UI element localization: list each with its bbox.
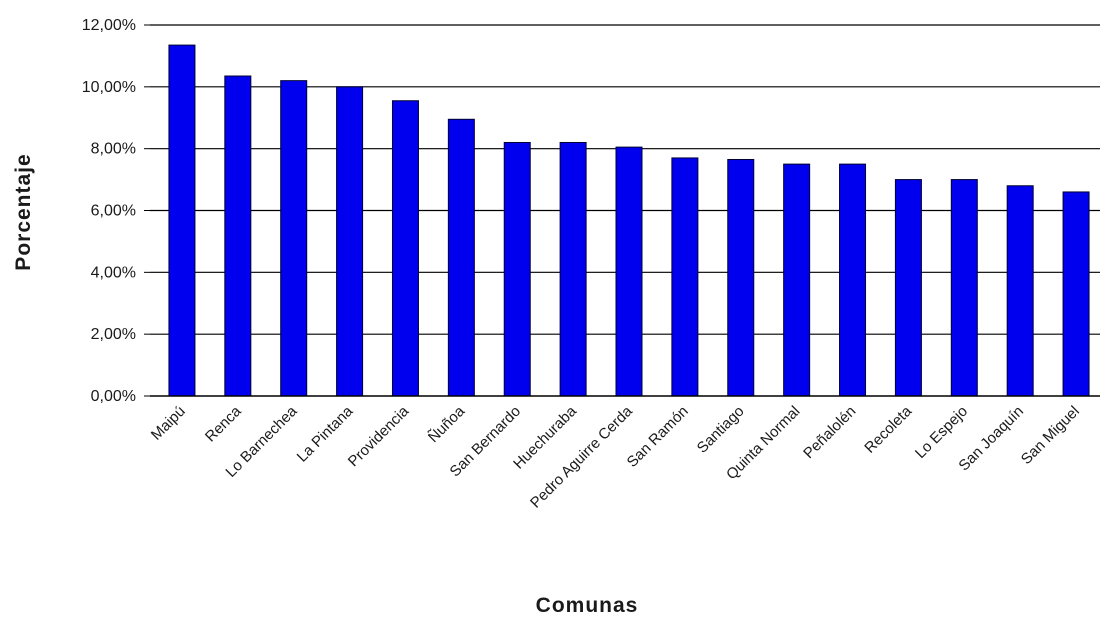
bar: [224, 75, 252, 397]
y-tick-label: 10,00%: [82, 79, 136, 96]
x-category-label: Santiago: [694, 403, 748, 457]
y-tick-label: 2,00%: [91, 326, 136, 343]
x-category-label: San Miguel: [1018, 403, 1083, 468]
x-category-label: Recoleta: [861, 402, 915, 456]
y-tick-label: 4,00%: [91, 264, 136, 281]
y-tick-label: 12,00%: [82, 17, 136, 34]
bars: [168, 44, 1090, 397]
x-category-label: Lo Espejo: [912, 403, 971, 462]
bar: [839, 163, 867, 397]
bar: [950, 179, 978, 397]
x-category-label: Providencia: [345, 402, 413, 470]
bar: [783, 163, 811, 397]
y-tick-label: 6,00%: [91, 203, 136, 220]
bar: [615, 146, 643, 397]
y-axis-ticks: 0,00% 2,00% 4,00% 6,00% 8,00% 10,00% 12,00%: [82, 17, 150, 405]
y-tick-label: 8,00%: [91, 141, 136, 158]
x-category-label: Maipú: [148, 403, 189, 444]
bar: [168, 44, 196, 397]
bar: [503, 141, 531, 397]
y-tick-label: 0,00%: [91, 388, 136, 405]
x-axis-title: Comunas: [536, 594, 639, 617]
bar: [727, 158, 755, 397]
bar: [671, 157, 699, 397]
bar: [391, 100, 419, 397]
bar: [1062, 191, 1090, 397]
x-category-label: Ñuñoa: [425, 402, 469, 446]
bar: [559, 141, 587, 397]
x-category-label: Peñalolén: [800, 403, 859, 462]
bar: [447, 118, 475, 397]
x-category-label: Renca: [202, 402, 245, 445]
bar: [280, 80, 308, 397]
bar: [1006, 185, 1034, 397]
y-axis-title: Porcentaje: [12, 153, 35, 270]
x-category-label: Pedro Aguirre Cerda: [527, 402, 636, 511]
bar: [894, 179, 922, 397]
bar: [336, 86, 364, 397]
